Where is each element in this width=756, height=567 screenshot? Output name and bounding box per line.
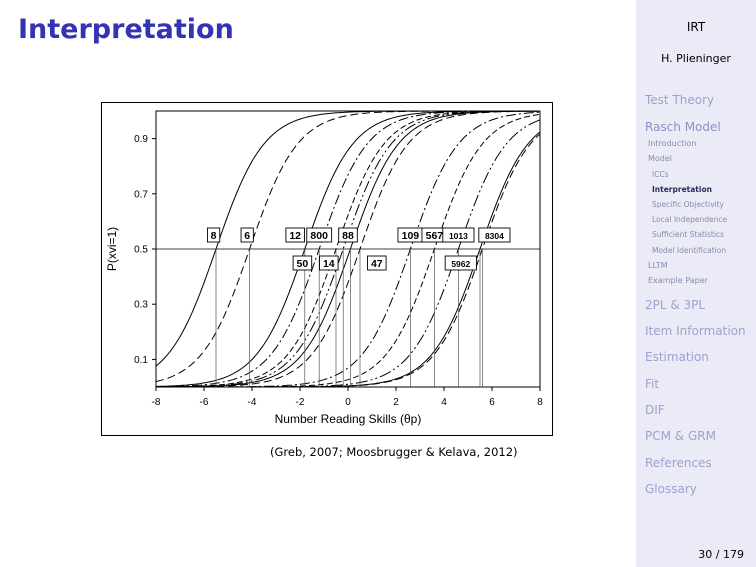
chart-axes: -8 -6 -4 -2 0 2 4 6 8 0.1 0.3 0.5 0.7 0.9: [134, 110, 543, 408]
chart-marks: 8 6 12 50 800 14 88 47 109 567 5962 1013 8304: [206, 227, 511, 387]
nav-item-local-independence[interactable]: Local Independence: [652, 215, 728, 224]
y-tick-label: 0.9: [134, 134, 148, 145]
x-tick-label: -6: [200, 397, 209, 408]
x-tick-label: -2: [296, 397, 305, 408]
item-label-50: 50: [297, 258, 309, 270]
nav-section-test-theory[interactable]: Test Theory: [645, 93, 715, 107]
item-label-box: [442, 227, 475, 243]
nav-sub-example-paper[interactable]: Example Paper: [648, 276, 708, 285]
icc-curve-item-5962: [156, 119, 541, 388]
sidebar-author[interactable]: H. Plieninger: [661, 52, 731, 65]
item-label-1013: 1013: [449, 231, 468, 241]
item-label-12: 12: [289, 230, 301, 242]
nav-section-rasch-model[interactable]: Rasch Model: [645, 120, 721, 134]
nav-item-specific-objectivity[interactable]: Specific Objectivity: [652, 200, 724, 209]
slide-title: Interpretation: [18, 14, 234, 45]
y-tick-label: 0.7: [134, 189, 148, 200]
x-tick-label: -8: [152, 397, 161, 408]
item-label-6: 6: [244, 230, 250, 242]
item-label-8: 8: [211, 230, 217, 242]
icc-chart: -8 -6 -4 -2 0 2 4 6 8 0.1 0.3 0.5 0.7 0.9 8 6 12 50 800 14…: [105, 110, 543, 426]
x-tick-label: 8: [537, 397, 543, 408]
nav-section-fit[interactable]: Fit: [645, 377, 660, 391]
icc-curve-item-47: [156, 110, 540, 388]
page-number: 30 / 179: [698, 548, 744, 561]
icc-curve-item-800: [156, 110, 540, 388]
y-tick-label: 0.1: [134, 355, 148, 366]
y-tick-label: 0.3: [134, 300, 148, 311]
item-label-14: 14: [323, 258, 335, 270]
x-axis-label: Number Reading Skills (θp): [275, 412, 422, 426]
nav-section-references[interactable]: References: [645, 456, 712, 470]
sidebar: IRT H. Plieninger Test Theory Rasch Mode…: [636, 0, 756, 567]
nav-section-glossary[interactable]: Glossary: [645, 482, 697, 496]
item-label-box: [367, 255, 387, 271]
item-label-box: [292, 255, 313, 271]
item-label-box: [206, 227, 221, 243]
item-label-box: [240, 227, 254, 243]
x-tick-label: 4: [441, 397, 447, 408]
item-label-box: [478, 227, 511, 243]
item-label-109: 109: [402, 230, 420, 242]
nav-sub-introduction[interactable]: Introduction: [648, 139, 697, 148]
item-label-8304: 8304: [485, 231, 504, 241]
figure-caption: (Greb, 2007; Moosbrugger & Kelava, 2012): [270, 445, 518, 459]
x-tick-label: -4: [248, 397, 257, 408]
x-tick-label: 6: [489, 397, 495, 408]
item-label-5962: 5962: [451, 259, 470, 269]
nav-section-item-information[interactable]: Item Information: [645, 324, 746, 338]
nav-section-dif[interactable]: DIF: [645, 403, 665, 417]
item-label-567: 567: [426, 230, 444, 242]
nav-item-model-identification[interactable]: Model Identification: [652, 246, 727, 255]
x-tick-label: 0: [345, 397, 351, 408]
nav-section-estimation[interactable]: Estimation: [645, 350, 709, 364]
item-label-box: [319, 255, 339, 271]
item-label-box: [338, 227, 358, 243]
item-label-47: 47: [371, 258, 383, 270]
icc-curve-item-50: [156, 110, 540, 388]
nav-sub-lltm[interactable]: LLTM: [648, 261, 668, 270]
nav-section-2pl-3pl[interactable]: 2PL & 3PL: [645, 298, 706, 312]
icc-figure: -8 -6 -4 -2 0 2 4 6 8 0.1 0.3 0.5 0.7 0.9 8 6 12 50 800 14…: [101, 102, 553, 436]
item-label-800: 800: [310, 230, 328, 242]
nav-section-pcm-grm[interactable]: PCM & GRM: [645, 429, 716, 443]
y-axis-label: P(xvi=1): [105, 227, 119, 271]
item-label-88: 88: [342, 230, 354, 242]
item-label-box: [285, 227, 305, 243]
x-tick-label: 2: [393, 397, 399, 408]
item-label-box: [306, 227, 333, 243]
sidebar-title[interactable]: IRT: [686, 20, 706, 34]
nav-item-interpretation[interactable]: Interpretation: [652, 185, 712, 194]
icc-curve-item-109: [156, 111, 541, 388]
nav-sub-model[interactable]: Model: [648, 154, 673, 163]
nav-item-iccs[interactable]: ICCs: [652, 170, 669, 179]
y-tick-label: 0.5: [134, 245, 148, 256]
item-label-box: [444, 255, 477, 271]
nav-item-sufficient-statistics[interactable]: Sufficient Statistics: [652, 230, 724, 239]
